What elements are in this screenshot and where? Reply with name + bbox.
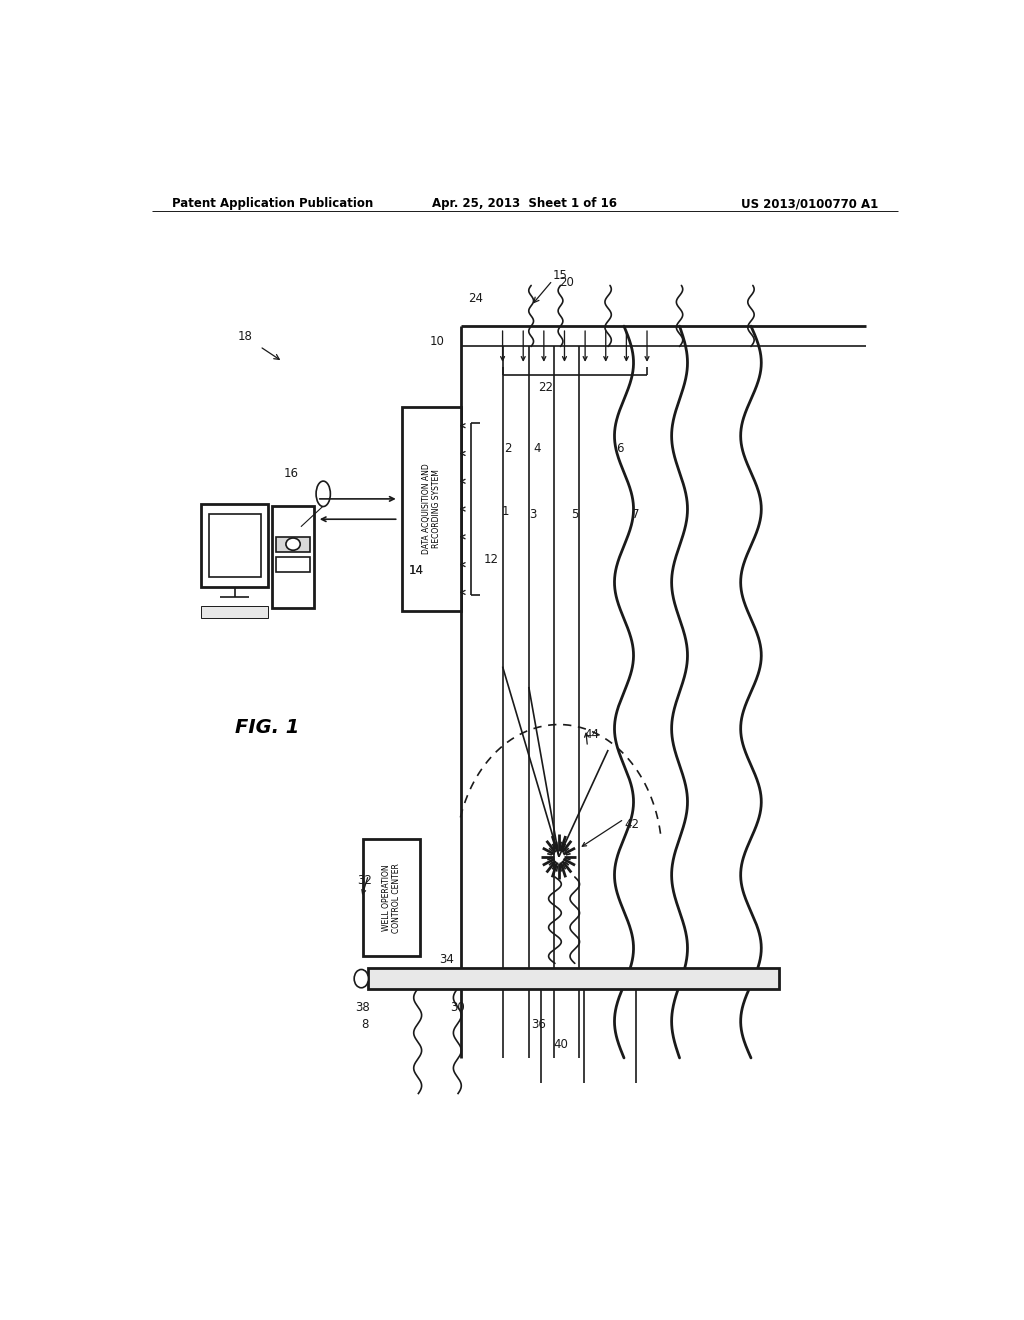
Bar bbox=[276, 557, 309, 572]
Bar bbox=[201, 504, 268, 587]
Text: 18: 18 bbox=[238, 330, 253, 343]
Text: 2: 2 bbox=[505, 442, 512, 454]
Text: 7: 7 bbox=[632, 508, 640, 520]
Text: Apr. 25, 2013  Sheet 1 of 16: Apr. 25, 2013 Sheet 1 of 16 bbox=[432, 197, 617, 210]
Text: US 2013/0100770 A1: US 2013/0100770 A1 bbox=[740, 197, 878, 210]
Text: 4: 4 bbox=[532, 442, 541, 454]
Bar bbox=[272, 506, 313, 607]
Text: 20: 20 bbox=[559, 276, 574, 289]
Text: 40: 40 bbox=[553, 1039, 568, 1051]
Text: 36: 36 bbox=[530, 1018, 546, 1031]
Text: 10: 10 bbox=[430, 335, 445, 348]
Bar bbox=[362, 840, 420, 956]
Text: DATA ACQUISITION AND
RECORDING SYSTEM: DATA ACQUISITION AND RECORDING SYSTEM bbox=[422, 463, 441, 554]
Bar bbox=[368, 969, 778, 989]
Bar bbox=[401, 408, 461, 611]
Circle shape bbox=[354, 969, 369, 987]
Bar bbox=[276, 536, 309, 552]
Text: Patent Application Publication: Patent Application Publication bbox=[172, 197, 373, 210]
Text: 32: 32 bbox=[357, 874, 372, 887]
Text: 6: 6 bbox=[616, 442, 624, 454]
Bar bbox=[201, 606, 268, 618]
Bar bbox=[209, 515, 260, 577]
Text: 3: 3 bbox=[529, 508, 537, 520]
Text: FIG. 1: FIG. 1 bbox=[234, 718, 299, 737]
Text: 14: 14 bbox=[409, 564, 424, 577]
Text: 38: 38 bbox=[355, 1001, 371, 1014]
Text: 14: 14 bbox=[409, 564, 424, 577]
Text: 12: 12 bbox=[484, 553, 499, 566]
Text: WELL OPERATION
CONTROL CENTER: WELL OPERATION CONTROL CENTER bbox=[382, 863, 401, 933]
Text: 15: 15 bbox=[553, 269, 568, 281]
Text: 24: 24 bbox=[468, 292, 483, 305]
Text: 44: 44 bbox=[584, 729, 599, 742]
Ellipse shape bbox=[286, 539, 300, 550]
Text: 42: 42 bbox=[625, 817, 639, 830]
Text: 8: 8 bbox=[360, 1018, 369, 1031]
Text: 1: 1 bbox=[501, 504, 509, 517]
Text: 5: 5 bbox=[571, 508, 579, 520]
Text: 30: 30 bbox=[450, 1001, 465, 1014]
Ellipse shape bbox=[316, 480, 331, 507]
Text: 22: 22 bbox=[538, 380, 553, 393]
Text: 16: 16 bbox=[284, 467, 298, 480]
Text: 34: 34 bbox=[439, 953, 455, 966]
